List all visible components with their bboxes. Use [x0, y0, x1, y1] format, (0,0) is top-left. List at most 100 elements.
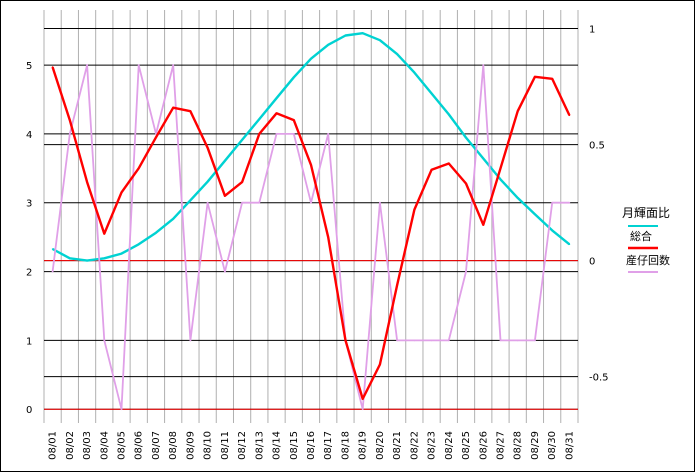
data-point	[51, 270, 54, 273]
data-point	[430, 92, 433, 95]
data-point	[258, 201, 261, 204]
data-point	[293, 76, 295, 79]
x-axis-tick-label: 08/15	[289, 431, 300, 460]
data-point	[499, 178, 502, 181]
data-point	[516, 339, 519, 342]
data-point	[568, 243, 571, 246]
data-point	[310, 57, 312, 60]
data-point	[293, 133, 295, 135]
x-axis-tick-label: 08/11	[220, 431, 231, 460]
data-point	[430, 339, 433, 342]
data-point	[103, 232, 106, 235]
x-axis-tick-label: 08/21	[392, 431, 403, 460]
x-axis-tick-label: 08/31	[564, 431, 575, 460]
data-point	[172, 106, 174, 109]
data-point	[258, 133, 261, 135]
data-point	[241, 201, 243, 204]
data-point	[551, 201, 553, 204]
x-axis-tick-label: 08/06	[134, 431, 145, 460]
data-point	[258, 118, 261, 120]
right-axis-tick-label: -0.5	[589, 373, 609, 384]
data-point	[499, 167, 502, 170]
x-axis-tick-label: 08/19	[358, 431, 369, 460]
data-point	[275, 112, 278, 115]
left-axis-tick-label: 5	[26, 61, 32, 72]
x-axis-tick-label: 08/13	[254, 431, 265, 460]
data-point	[482, 157, 485, 160]
data-point	[534, 213, 536, 215]
data-point	[344, 34, 347, 37]
data-point	[172, 64, 174, 66]
right-axis-tick-labels: -0.5 0 0.5 1	[589, 25, 609, 384]
x-axis-tick-label: 08/22	[409, 431, 420, 460]
legend-label-series-2: 産仔回数	[626, 254, 670, 267]
data-point	[361, 398, 364, 400]
data-point	[413, 208, 416, 211]
data-point	[379, 201, 381, 204]
data-point	[568, 201, 571, 204]
data-point	[275, 133, 278, 135]
data-point	[430, 168, 433, 171]
data-point	[103, 339, 106, 342]
data-point	[51, 66, 54, 68]
data-point	[137, 167, 140, 170]
data-point	[448, 162, 450, 165]
data-point	[327, 44, 330, 46]
x-axis-tick-labels: 08/01 08/02 08/03 08/04 08/05 08/06 08/07 08/08…	[48, 431, 576, 460]
data-point	[241, 139, 243, 141]
grid	[43, 10, 579, 423]
x-axis-tick-label: 08/25	[461, 431, 472, 460]
data-point	[482, 224, 485, 226]
x-axis-tick-label: 08/17	[323, 431, 334, 460]
data-point	[516, 110, 519, 112]
left-axis-tick-label: 4	[26, 130, 32, 141]
series	[51, 32, 571, 411]
x-axis-tick-label: 08/05	[117, 431, 128, 460]
data-point	[465, 270, 467, 273]
data-point	[534, 339, 536, 342]
x-axis-tick-label: 08/28	[513, 431, 524, 460]
data-point	[69, 119, 71, 121]
data-point	[361, 32, 364, 34]
legend-label-series-1: 総合	[630, 229, 652, 243]
data-point	[241, 181, 243, 183]
reference-lines	[44, 260, 578, 410]
right-axis-tick-label: 0.5	[589, 141, 605, 152]
data-point	[189, 199, 192, 202]
data-point	[137, 64, 140, 66]
data-point	[396, 284, 398, 287]
data-point	[51, 248, 54, 250]
x-axis-tick-label: 08/27	[495, 431, 506, 460]
data-point	[172, 218, 174, 220]
data-point	[413, 339, 416, 342]
left-axis-tick-labels: 0 1 2 3 4 5	[26, 61, 32, 416]
right-axis-tick-label: 1	[589, 25, 595, 36]
data-point	[465, 182, 467, 185]
data-point	[86, 259, 88, 262]
x-axis-tick-label: 08/16	[306, 431, 317, 460]
x-axis-tick-label: 08/08	[168, 431, 179, 460]
data-point	[534, 76, 536, 78]
x-axis-tick-label: 08/04	[99, 431, 110, 460]
data-point	[69, 133, 71, 135]
data-point	[103, 257, 106, 260]
data-point	[206, 180, 209, 183]
legend-title: 月輝面比	[622, 206, 670, 220]
data-point	[448, 339, 450, 342]
data-point	[379, 39, 381, 41]
data-point	[86, 64, 88, 66]
left-axis-tick-label: 3	[26, 199, 32, 210]
data-point	[155, 136, 157, 139]
data-point	[327, 133, 330, 135]
data-point	[69, 257, 71, 260]
data-point	[568, 114, 571, 117]
legend: 月輝面比 総合 産仔回数	[622, 206, 670, 273]
x-axis-tick-label: 08/03	[82, 431, 93, 460]
x-axis-tick-label: 08/29	[530, 431, 541, 460]
data-point	[344, 339, 347, 342]
x-axis-tick-label: 08/30	[547, 431, 558, 460]
data-point	[551, 78, 553, 80]
left-axis-tick-label: 1	[26, 336, 32, 347]
